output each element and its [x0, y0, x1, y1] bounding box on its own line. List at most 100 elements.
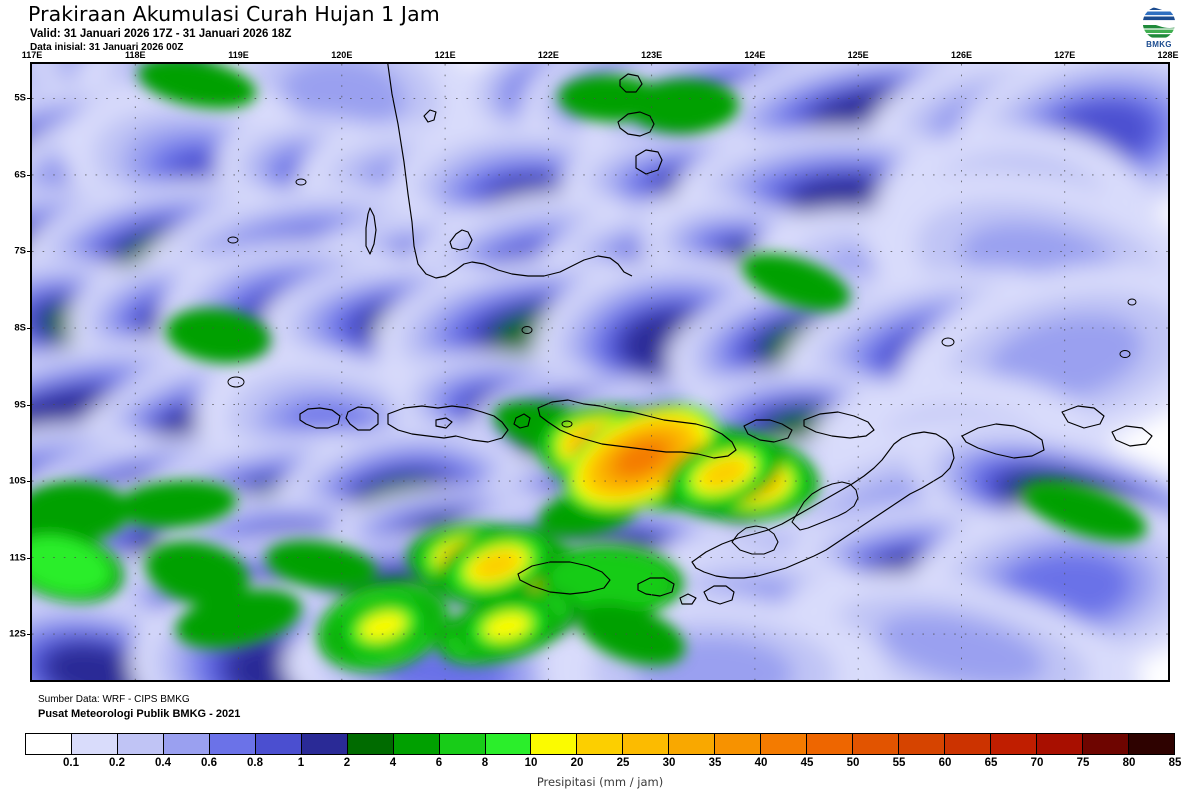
- precip-contour-band: [145, 541, 249, 605]
- colorbar-tick-label: 4: [389, 757, 397, 769]
- colorbar-tick-labels: 0.1 0.2 0.4 0.6 0.8 1 2 4 6 8 10 20 25 30 35 40 45 50 55 60…: [25, 757, 1181, 773]
- precip-contour-band: [43, 642, 145, 680]
- precip-contour-band: [175, 589, 302, 649]
- colorbar-tick-label: 85: [1168, 757, 1182, 769]
- colorbar-tick-label: 45: [800, 757, 814, 769]
- colorbar-tick-label: 0.4: [155, 757, 171, 769]
- latitude-tick-mark: [27, 251, 32, 253]
- precip-contour-band: [986, 314, 1144, 403]
- latitude-tick-label: 10S: [9, 475, 26, 487]
- longitude-tick-label: 122E: [537, 50, 559, 60]
- colorbar-tick-label: 2: [343, 757, 351, 769]
- precip-contour-band: [116, 480, 237, 528]
- precip-contour-band: [32, 481, 130, 543]
- colorbar-tick-label: 0.2: [109, 757, 125, 769]
- colorbar-tick-label: 6: [435, 757, 443, 769]
- colorbar-cell[interactable]: [807, 734, 854, 754]
- latitude-tick-mark: [27, 557, 32, 559]
- colorbar-cell[interactable]: [301, 734, 348, 754]
- longitude-tick-label: 125E: [847, 50, 869, 60]
- map-container[interactable]: 117E 118E 119E 120E 121E 122E 123E 124E 125E 126E…: [9, 50, 1179, 682]
- data-source-note: Sumber Data: WRF - CIPS BMKG: [38, 694, 190, 705]
- colorbar-cell[interactable]: [945, 734, 992, 754]
- colorbar-cell[interactable]: [393, 734, 440, 754]
- precip-contour-band: [165, 308, 270, 364]
- precip-contour-band: [742, 253, 850, 311]
- colorbar-swatches[interactable]: [25, 733, 1175, 755]
- colorbar-tick-label: 50: [846, 757, 860, 769]
- colorbar-cell[interactable]: [991, 734, 1037, 754]
- precip-core-band: [474, 550, 520, 580]
- longitude-tick-label: 124E: [744, 50, 766, 60]
- latitude-tick-mark: [27, 98, 32, 100]
- header: Prakiraan Akumulasi Curah Hujan 1 Jam Va…: [0, 0, 1200, 58]
- colorbar-cell[interactable]: [26, 734, 72, 754]
- colorbar-cell[interactable]: [347, 734, 394, 754]
- colorbar-cell[interactable]: [853, 734, 900, 754]
- longitude-tick-label: 117E: [21, 50, 43, 60]
- logo-label: BMKG: [1146, 40, 1172, 49]
- precip-contour-band: [138, 64, 257, 109]
- colorbar-cell[interactable]: [623, 734, 670, 754]
- precip-contour-band: [878, 613, 1045, 680]
- colorbar-tick-label: 65: [984, 757, 998, 769]
- colorbar-cell[interactable]: [209, 734, 256, 754]
- colorbar-cell[interactable]: [899, 734, 946, 754]
- colorbar-cell[interactable]: [715, 734, 762, 754]
- latitude-tick-label: 7S: [14, 245, 26, 257]
- longitude-tick-label: 123E: [641, 50, 663, 60]
- colorbar-cell[interactable]: [71, 734, 118, 754]
- precip-contour-band: [577, 602, 685, 666]
- colorbar-cell[interactable]: [163, 734, 210, 754]
- colorbar-cell[interactable]: [531, 734, 578, 754]
- precip-core-band: [484, 612, 531, 640]
- colorbar-tick-label: 55: [892, 757, 906, 769]
- longitude-tick-label: 120E: [331, 50, 353, 60]
- longitude-tick-label: 127E: [1054, 50, 1076, 60]
- page-title: Prakiraan Akumulasi Curah Hujan 1 Jam: [28, 2, 440, 26]
- colorbar-tick-label: 80: [1122, 757, 1136, 769]
- latitude-tick-label: 6S: [14, 169, 26, 181]
- precipitation-field: [32, 64, 1168, 680]
- latitude-tick-label: 11S: [9, 552, 26, 564]
- latitude-tick-mark: [27, 328, 32, 329]
- colorbar-tick-label: 75: [1076, 757, 1090, 769]
- precip-contour-band: [32, 537, 109, 594]
- colorbar-cell[interactable]: [1036, 734, 1083, 754]
- longitude-tick-label: 126E: [950, 50, 972, 60]
- colorbar-cell[interactable]: [439, 734, 486, 754]
- colorbar-cell[interactable]: [255, 734, 302, 754]
- colorbar-cell[interactable]: [117, 734, 164, 754]
- colorbar[interactable]: 0.1 0.2 0.4 0.6 0.8 1 2 4 6 8 10 20 25 30 35 40 45 50 55 60…: [25, 733, 1181, 769]
- longitude-tick-label: 119E: [228, 50, 249, 60]
- precip-core-band: [701, 458, 747, 489]
- colorbar-tick-label: 70: [1030, 757, 1044, 769]
- colorbar-tick-label: 30: [662, 757, 676, 769]
- precip-core-band: [360, 612, 406, 641]
- colorbar-tick-label: 0.1: [63, 757, 79, 769]
- latitude-tick-mark: [27, 174, 32, 176]
- colorbar-tick-label: 20: [570, 757, 584, 769]
- colorbar-cell[interactable]: [1082, 734, 1129, 754]
- colorbar-tick-label: 40: [754, 757, 768, 769]
- colorbar-tick-label: 8: [481, 757, 489, 769]
- colorbar-cell[interactable]: [577, 734, 624, 754]
- colorbar-tick-label: 25: [616, 757, 630, 769]
- colorbar-cell[interactable]: [485, 734, 532, 754]
- colorbar-tick-label: 35: [708, 757, 722, 769]
- colorbar-cell[interactable]: [1128, 734, 1174, 754]
- latitude-tick-mark: [27, 481, 32, 483]
- colorbar-cell[interactable]: [761, 734, 808, 754]
- colorbar-cell[interactable]: [669, 734, 716, 754]
- colorbar-caption: Presipitasi (mm / jam): [536, 775, 664, 789]
- precip-contour-band: [626, 79, 739, 133]
- map-plot-frame[interactable]: [30, 62, 1170, 682]
- latitude-tick-label: 8S: [14, 322, 26, 334]
- colorbar-tick-label: 10: [524, 757, 538, 769]
- longitude-tick-label: 121E: [434, 50, 456, 60]
- publisher-note: Pusat Meteorologi Publik BMKG - 2021: [38, 708, 241, 720]
- precip-contour-band: [265, 540, 377, 590]
- valid-period-text: Valid: 31 Januari 2026 17Z - 31 Januari …: [30, 28, 292, 40]
- longitude-tick-label: 118E: [125, 50, 146, 60]
